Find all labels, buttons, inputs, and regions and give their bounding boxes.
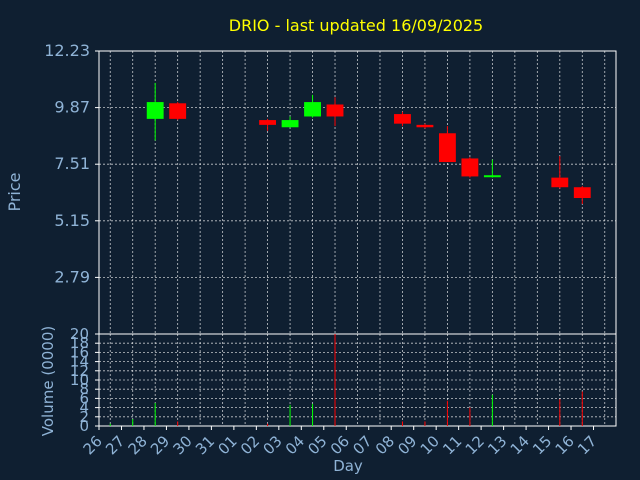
price-panel: 2.79 5.15 7.51 9.87 12.23 [44, 41, 617, 336]
candle-body-up [304, 102, 321, 117]
candle-body-down [438, 133, 456, 163]
price-tick-label: 5.15 [54, 211, 90, 230]
candle-body-down [326, 104, 344, 117]
volume-tick-label: 8 [79, 380, 89, 398]
volume-tick-label: 0 [79, 417, 89, 435]
candle-body-up [281, 120, 299, 128]
volume-tick-label: 6 [79, 389, 89, 407]
candle-body-down [551, 177, 569, 188]
price-tick-label: 9.87 [54, 98, 90, 117]
price-tick-label: 12.23 [44, 41, 90, 60]
volume-tick-label: 14 [70, 353, 89, 371]
price-tick-label: 2.79 [54, 267, 90, 286]
candle-body-down [259, 120, 277, 125]
candle-body-up [483, 175, 501, 178]
candle-body-down [416, 124, 434, 128]
volume-axis-label: Volume (0000) [39, 326, 57, 436]
volume-tick-label: 10 [70, 371, 89, 389]
x-tick-label: 17 [574, 432, 600, 458]
volume-tick-label: 4 [79, 399, 89, 417]
volume-tick-label: 20 [70, 325, 89, 343]
price-tick-label: 7.51 [54, 154, 90, 173]
candle-body-up [146, 102, 164, 119]
volume-tick-label: 18 [70, 334, 89, 352]
candle-body-down [394, 114, 411, 124]
volume-tick-label: 12 [70, 362, 89, 380]
volume-tick-label: 16 [70, 343, 89, 361]
volume-panel: 0246810121416182026272829303101020304050… [70, 325, 617, 458]
candle-body-down [573, 187, 591, 199]
candle-body-down [461, 158, 479, 177]
price-axis-label: Price [5, 172, 24, 211]
chart-title: DRIO - last updated 16/09/2025 [229, 16, 483, 35]
volume-tick-label: 2 [79, 408, 89, 426]
candle-body-down [169, 103, 187, 119]
x-axis-label: Day [333, 457, 363, 475]
